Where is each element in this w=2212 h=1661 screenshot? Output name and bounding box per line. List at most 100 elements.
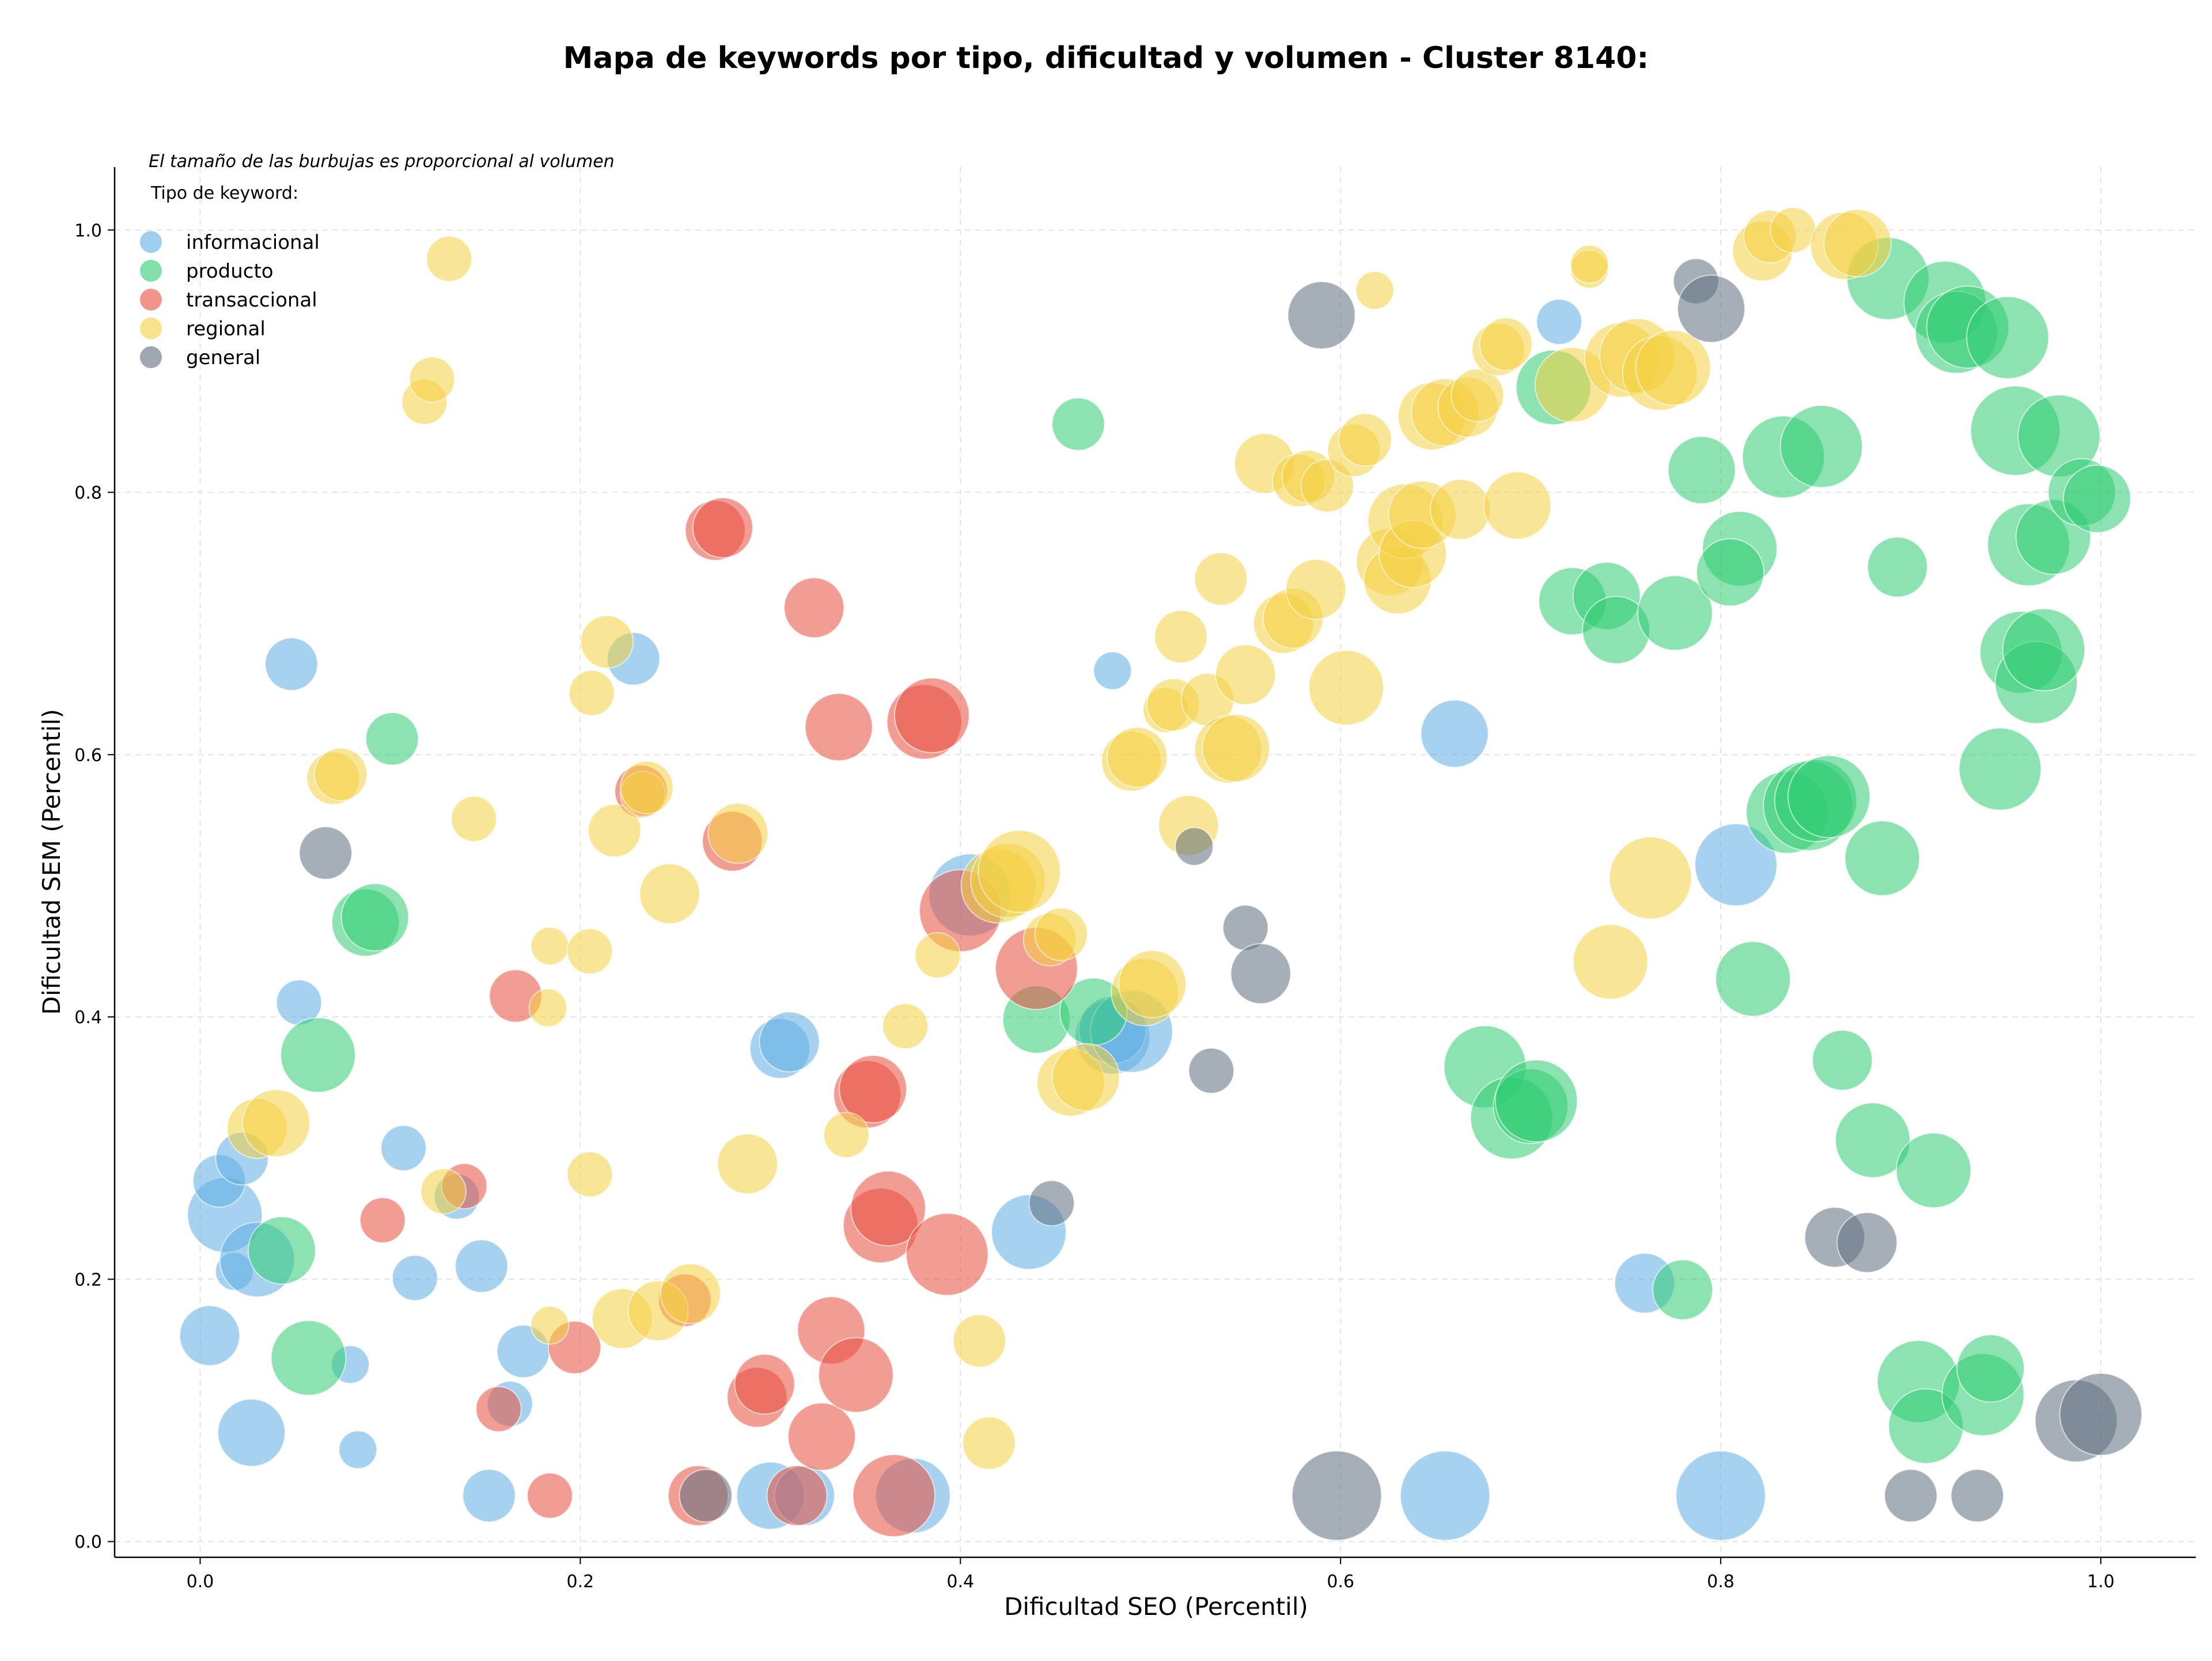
- bubble-regional: [1154, 610, 1208, 664]
- bubble-regional: [1635, 330, 1711, 406]
- bubble-informacional: [179, 1305, 240, 1367]
- bubble-transaccional: [692, 497, 753, 559]
- y-tick-label: 0.0: [74, 1533, 102, 1553]
- legend-label-producto: producto: [186, 260, 274, 283]
- bubble-regional: [823, 1111, 870, 1159]
- bubble-regional: [1570, 244, 1609, 284]
- bubbles: [179, 207, 2143, 1541]
- bubble-transaccional: [787, 1402, 856, 1471]
- bubble-producto: [1956, 1334, 2025, 1403]
- bubble-regional: [1107, 727, 1168, 788]
- bubble-transaccional: [850, 1170, 926, 1247]
- y-tick-label: 0.8: [74, 483, 102, 504]
- bubble-regional: [1338, 413, 1392, 467]
- bubble-informacional: [1694, 823, 1778, 907]
- bubble-general: [2059, 1372, 2143, 1456]
- bubble-producto: [1958, 727, 2042, 811]
- bubble-producto: [1779, 404, 1863, 489]
- bubble-regional: [1051, 1043, 1120, 1112]
- x-ticks: 0.0 0.2 0.4 0.6 0.8 1.0: [187, 1557, 2115, 1592]
- bubble-regional: [1450, 368, 1505, 422]
- bubble-informacional: [759, 1011, 820, 1073]
- bubble-transaccional: [734, 1353, 796, 1415]
- bubble-regional: [620, 760, 674, 815]
- bubble-general: [1950, 1469, 2005, 1523]
- x-tick-label: 1.0: [2087, 1572, 2115, 1592]
- bubble-regional: [978, 830, 1061, 913]
- bubble-informacional: [1400, 1450, 1491, 1541]
- bubble-regional: [566, 1151, 613, 1198]
- bubble-general: [1287, 281, 1356, 350]
- bubble-producto: [1667, 436, 1736, 505]
- bubble-regional: [962, 1416, 1016, 1470]
- bubble-informacional: [1093, 651, 1132, 690]
- x-tick-label: 0.4: [946, 1572, 974, 1592]
- bubble-general: [1028, 1180, 1075, 1227]
- bubble-regional: [530, 1306, 570, 1345]
- bubble-general: [1884, 1469, 1938, 1523]
- bubble-general: [1188, 1047, 1235, 1094]
- bubble-producto: [1866, 536, 1928, 598]
- bubble-regional: [1823, 209, 1892, 278]
- bubble-transaccional: [839, 1054, 907, 1123]
- y-axis-label: Dificultad SEM (Percentil): [37, 709, 66, 1015]
- bubble-regional: [420, 1168, 467, 1215]
- x-tick-label: 0.0: [187, 1572, 214, 1592]
- bubble-transaccional: [783, 577, 845, 638]
- bubble-informacional: [454, 1239, 509, 1293]
- legend-label-transaccional: transaccional: [186, 289, 317, 312]
- bubble-regional: [639, 863, 700, 925]
- bubble-informacional: [1675, 1450, 1766, 1541]
- chart-title: Mapa de keywords por tipo, dificultad y …: [563, 41, 1649, 75]
- bubble-producto: [1835, 1102, 1911, 1178]
- x-axis-label: Dificultad SEO (Percentil): [1004, 1592, 1308, 1621]
- x-tick-label: 0.6: [1327, 1572, 1354, 1592]
- legend-marker-regional: [140, 317, 162, 339]
- bubble-producto: [270, 1320, 347, 1396]
- legend-label-regional: regional: [186, 317, 266, 340]
- bubble-regional: [1572, 924, 1649, 1000]
- bubble-regional: [952, 1314, 1006, 1368]
- legend-label-general: general: [186, 346, 260, 369]
- bubble-general: [1677, 274, 1746, 343]
- bubble-informacional: [462, 1469, 516, 1523]
- bubble-regional: [1770, 207, 1816, 253]
- bubble-regional: [426, 236, 472, 282]
- bubble-regional: [588, 804, 642, 858]
- bubble-transaccional: [894, 677, 970, 754]
- bubble-regional: [1285, 559, 1347, 620]
- bubble-producto: [1895, 1132, 1972, 1209]
- bubble-producto: [1637, 575, 1713, 651]
- bubble-regional: [314, 747, 368, 801]
- bubble-general: [1836, 1212, 1898, 1273]
- bubble-transaccional: [527, 1472, 573, 1519]
- bubble-regional: [1479, 317, 1533, 371]
- bubble-producto: [1787, 755, 1871, 838]
- bubble-regional: [1308, 649, 1384, 726]
- bubble-transaccional: [906, 1212, 989, 1296]
- bubble-producto: [1812, 1030, 1873, 1091]
- bubble-producto: [247, 1216, 316, 1285]
- bubble-producto: [1494, 1059, 1578, 1143]
- x-tick-label: 0.2: [567, 1572, 594, 1592]
- bubble-general: [298, 826, 353, 880]
- legend-label-informacional: informacional: [186, 231, 320, 254]
- legend-title: Tipo de keyword:: [150, 183, 298, 203]
- bubble-regional: [242, 1089, 310, 1157]
- bubble-regional: [1034, 907, 1088, 962]
- bubble-producto: [2002, 608, 2086, 691]
- bubble-producto: [2063, 464, 2131, 534]
- x-tick-label: 0.8: [1707, 1572, 1734, 1592]
- legend-marker-transaccional: [140, 289, 162, 311]
- bubble-transaccional: [475, 1386, 522, 1432]
- bubble-regional: [530, 926, 570, 966]
- bubble-regional: [717, 1133, 778, 1195]
- bubble-regional: [1202, 714, 1271, 782]
- bubble-regional: [1483, 471, 1552, 540]
- bubble-regional: [1608, 836, 1692, 920]
- bubble-size-note: El tamaño de las burbujas es proporciona…: [149, 152, 615, 172]
- bubble-informacional: [338, 1430, 378, 1470]
- bubble-regional: [707, 803, 769, 864]
- bubble-transaccional: [359, 1197, 406, 1244]
- bubble-producto: [1715, 941, 1791, 1017]
